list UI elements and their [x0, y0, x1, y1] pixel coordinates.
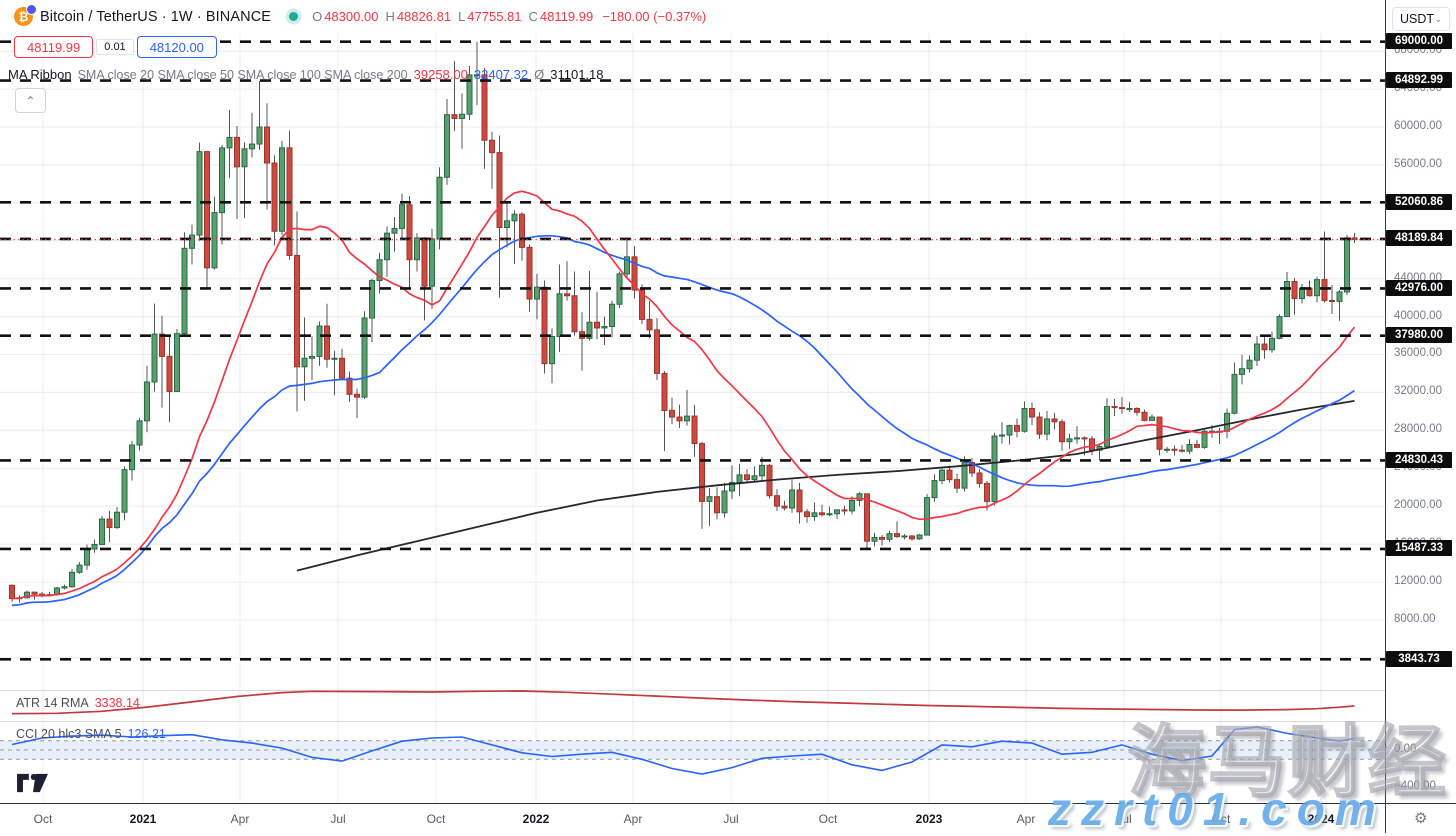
time-label-month: Oct — [426, 812, 446, 826]
atr-value: 3338.14 — [94, 696, 140, 710]
high-value: 48826.81 — [396, 9, 452, 24]
price-level-badge: 37980.00 — [1386, 327, 1452, 344]
price-tick: 36000.00 — [1394, 347, 1442, 360]
chart-header: ₿ Bitcoin / TetherUS · 1W · BINANCE O 48… — [0, 0, 1385, 33]
price-tick: 12000.00 — [1394, 574, 1442, 587]
bitcoin-icon: ₿ — [14, 4, 37, 26]
high-label: H — [385, 9, 395, 24]
close-label: C — [528, 9, 538, 24]
price-level-badge: 15487.33 — [1386, 540, 1452, 557]
time-label-month: Oct — [33, 812, 53, 826]
price-level-badge: 3843.73 — [1386, 650, 1452, 667]
sma100-hidden-icon: Ø — [534, 67, 545, 82]
time-label-year: 2023 — [915, 812, 943, 826]
time-axis[interactable]: Oct 2021 Apr Jul Oct 2022 Apr Jul Oct 2023 Apr Jul O… — [0, 803, 1456, 833]
time-label-month: Oct — [818, 812, 838, 826]
ohlc-readout: O 48300.00 H 48826.81 L 47755.81 C 48119… — [312, 9, 706, 24]
indicator-name[interactable]: MA Ribbon — [8, 67, 72, 82]
market-status-icon[interactable] — [289, 12, 299, 21]
trade-panel: 48119.99 0.01 48120.00 — [14, 36, 217, 58]
atr-legend[interactable]: ATR 14 RMA 3338.14 — [16, 696, 140, 710]
price-tick: 28000.00 — [1394, 423, 1442, 436]
price-axis[interactable]: USDT ⌄ 68000.0064000.0060000.0056000.005… — [1386, 0, 1456, 833]
price-level-badge: 24830.43 — [1386, 451, 1452, 468]
exchange-badge-icon — [26, 4, 37, 15]
time-label-month: Jul — [330, 812, 346, 826]
indicator-params: SMA close 20 SMA close 50 SMA close 100 … — [77, 68, 408, 82]
low-value: 47755.81 — [467, 9, 522, 24]
time-label-month: Oct — [1211, 812, 1231, 826]
symbol-title[interactable]: Bitcoin / TetherUS · 1W · BINANCE — [40, 8, 272, 25]
time-label-month: Apr — [230, 812, 250, 826]
price-level-badge: 69000.00 — [1386, 33, 1452, 50]
buy-button[interactable]: 48120.00 — [136, 36, 217, 58]
time-label-month: Jul — [1116, 812, 1132, 826]
price-level-badge: 64892.99 — [1386, 72, 1452, 89]
chevron-up-icon: ⌃ — [25, 93, 36, 108]
sma200-value: 31101.18 — [550, 67, 604, 82]
sma50-value: 32407.32 — [473, 67, 529, 82]
cci-axis-label: 0.00 — [1394, 743, 1417, 755]
time-label-month: Jul — [723, 812, 739, 826]
low-label: L — [458, 9, 466, 24]
open-label: O — [312, 9, 323, 24]
time-label-month: Apr — [623, 812, 643, 826]
price-tick: 60000.00 — [1394, 120, 1442, 132]
time-label-year: 2022 — [522, 812, 550, 826]
currency-selector[interactable]: USDT ⌄ — [1392, 7, 1450, 31]
spread-value: 0.01 — [96, 39, 134, 55]
time-label-month: Apr — [1016, 812, 1036, 826]
cci-axis-label: −400.00 — [1394, 780, 1436, 792]
price-level-badge: 48189.84 — [1386, 230, 1452, 247]
cci-value: 126.21 — [127, 727, 166, 741]
price-tick: 56000.00 — [1394, 157, 1442, 170]
change-value: −180.00 (−0.37%) — [602, 9, 707, 24]
cci-legend[interactable]: CCI 20 hlc3 SMA 5 126.21 — [16, 727, 166, 741]
price-tick: 40000.00 — [1394, 309, 1442, 322]
chevron-down-icon: ⌄ — [1434, 13, 1442, 24]
ma-ribbon-legend[interactable]: MA Ribbon SMA close 20 SMA close 50 SMA … — [8, 67, 604, 82]
sell-button[interactable]: 48119.99 — [14, 36, 94, 58]
sma20-value: 39258.00 — [413, 67, 468, 82]
price-tick: 8000.00 — [1394, 612, 1436, 625]
price-tick: 32000.00 — [1394, 385, 1442, 398]
axis-separator — [1385, 0, 1386, 833]
cci-label[interactable]: CCI 20 hlc3 SMA 5 — [16, 727, 122, 741]
gear-icon[interactable]: ⚙ — [1414, 810, 1428, 827]
open-value: 48300.00 — [324, 9, 379, 24]
time-label-year: 2024 — [1307, 812, 1335, 826]
price-tick: 20000.00 — [1394, 499, 1442, 512]
collapse-legend-button[interactable]: ⌃ — [15, 88, 46, 113]
tradingview-logo[interactable] — [16, 773, 49, 798]
close-value: 48119.99 — [539, 9, 594, 24]
price-level-badge: 42976.00 — [1386, 279, 1452, 296]
currency-label: USDT — [1400, 12, 1435, 26]
time-label-year: 2021 — [129, 812, 157, 826]
atr-label[interactable]: ATR 14 RMA — [16, 696, 89, 710]
price-level-badge: 52060.86 — [1386, 193, 1452, 210]
